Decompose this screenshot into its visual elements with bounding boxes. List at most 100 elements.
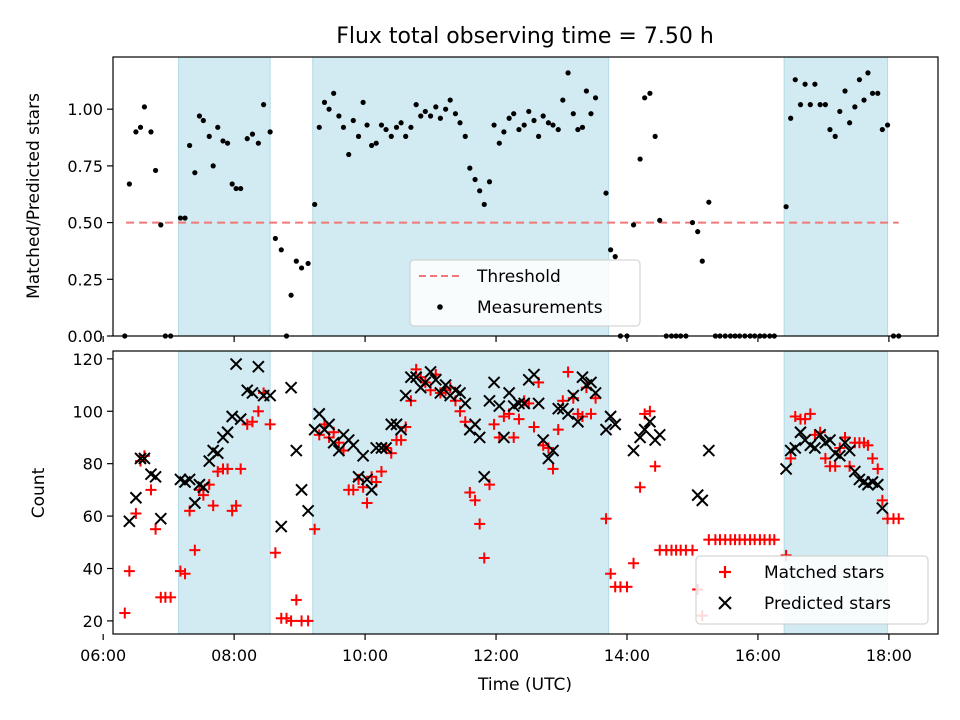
predicted-star-marker [643, 415, 657, 428]
measurement-point [373, 140, 379, 146]
matched-star-marker [789, 411, 801, 423]
predicted-star-marker [229, 357, 243, 371]
time-x-tick-label: 10:00 [342, 646, 388, 665]
measurement-point [137, 124, 144, 130]
measurement-point [647, 90, 653, 96]
predicted-star-marker [419, 376, 432, 389]
measurement-point [260, 102, 267, 108]
measurement-point [418, 113, 424, 119]
count-panel: 20 40 60 80 100 120 06:00 08:00 10:00 12:00 14:00… [29, 350, 939, 695]
matched-star-marker [628, 557, 640, 569]
predicted-star-marker [604, 410, 617, 423]
measurement-point [837, 108, 843, 115]
matched-star-marker [552, 424, 564, 436]
legend-threshold-label: Threshold [476, 267, 561, 287]
measurement-point [550, 122, 556, 128]
measurement-point [312, 201, 318, 208]
predicted-star-marker [211, 446, 224, 460]
matched-star-marker [513, 413, 525, 425]
predicted-star-marker [252, 360, 265, 373]
count-y-tick-label: 20 [83, 612, 103, 631]
measurement-point [378, 122, 385, 128]
predicted-star-marker [567, 389, 580, 402]
measurement-point [783, 204, 789, 210]
measurement-point [792, 77, 798, 83]
predicted-star-marker [794, 426, 807, 439]
matched-star-marker [839, 431, 851, 443]
measurement-point [182, 215, 188, 221]
predicted-star-marker [473, 431, 486, 444]
count-y-axis: 20 40 60 80 100 120 [72, 350, 113, 631]
measurement-point [875, 90, 881, 96]
matched-star-marker [478, 552, 490, 564]
measurement-point [422, 108, 428, 115]
measurement-point [526, 108, 532, 115]
measurement-point [535, 133, 542, 139]
measurement-point [196, 113, 203, 119]
observing-window-shade [177, 350, 271, 635]
predicted-star-marker [876, 502, 889, 515]
measurement-point [506, 115, 512, 121]
measurement-point [447, 97, 453, 103]
measurement-point [630, 222, 637, 228]
matched-star-marker [285, 615, 297, 627]
measurement-point [501, 129, 507, 135]
measurement-point [579, 124, 586, 130]
predicted-star-marker [702, 444, 716, 457]
measurement-point [267, 129, 273, 135]
measurement-point [608, 247, 614, 253]
measurement-point [369, 142, 375, 149]
measurement-point [540, 113, 546, 119]
predicted-star-marker [478, 470, 491, 483]
predicted-star-marker [497, 431, 511, 444]
matched-star-marker [179, 568, 191, 580]
count-plot-frame [112, 350, 939, 635]
predicted-star-marker [589, 386, 602, 400]
matched-star-marker [768, 534, 780, 546]
matched-star-marker [474, 518, 486, 530]
measurement-point [695, 229, 701, 235]
predicted-star-marker [246, 386, 259, 400]
measurement-point [689, 219, 696, 226]
measurement-point [187, 142, 193, 149]
ratio-y-tick-label: 0.25 [67, 270, 103, 289]
matched-star-marker [269, 547, 281, 559]
matched-star-marker [585, 408, 597, 420]
measurement-point [244, 136, 250, 142]
predicted-star-marker [823, 433, 837, 447]
predicted-star-marker [576, 370, 589, 384]
measurement-point [305, 260, 311, 267]
predicted-star-marker [871, 478, 884, 491]
predicted-star-marker [599, 423, 613, 436]
measurement-point [255, 140, 261, 146]
legend-measurements-label: Measurements [477, 298, 603, 318]
measurement-point [192, 170, 198, 176]
legend-measurements-swatch [437, 304, 443, 310]
measurement-point [637, 156, 643, 162]
matched-star-marker [547, 463, 559, 475]
predicted-star-marker [284, 381, 298, 394]
matched-star-marker [893, 513, 905, 525]
predicted-star-marker [561, 407, 575, 421]
ratio-y-tick-label: 1.00 [67, 100, 103, 119]
matched-star-marker [395, 434, 407, 446]
time-x-tick-label: 14:00 [604, 646, 650, 665]
predicted-star-marker [409, 370, 423, 384]
measurement-point [360, 99, 366, 105]
measurement-point [408, 124, 414, 130]
measurement-point [355, 133, 362, 139]
matched-star-marker [189, 544, 201, 556]
measurement-point [827, 126, 833, 133]
measurement-point [452, 111, 459, 117]
matched-star-marker [123, 565, 135, 577]
measurement-point [491, 122, 497, 128]
measurement-point [238, 185, 244, 192]
matched-star-marker [785, 452, 797, 464]
measurement-point [817, 102, 823, 108]
measurement-point [583, 88, 589, 94]
matched-star-marker [590, 392, 602, 404]
ratio-y-axis-label: Matched/Predicted stars [24, 93, 44, 299]
measurement-point [272, 235, 278, 242]
matched-star-marker [302, 615, 314, 627]
